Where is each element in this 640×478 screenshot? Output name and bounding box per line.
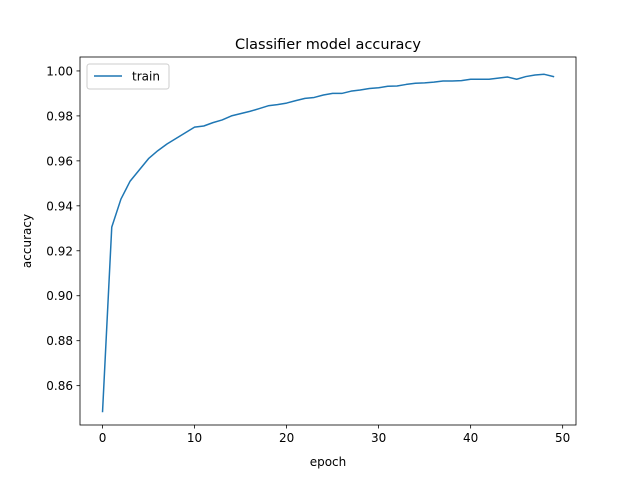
legend: train [86, 63, 170, 90]
x-tick-label: 20 [279, 431, 294, 445]
y-tick-label: 0.98 [46, 109, 73, 123]
y-tick-label: 0.96 [46, 154, 73, 168]
y-tick-label: 1.00 [46, 64, 73, 78]
legend-frame [86, 63, 170, 90]
y-tick-label: 0.94 [46, 199, 73, 213]
axes-background [80, 57, 576, 425]
y-tick-label: 0.90 [46, 289, 73, 303]
y-tick-label: 0.86 [46, 379, 73, 393]
plot-area: 0 10 20 30 40 50 0.86 0.88 0.90 0.92 0.94 0.96 0.98… [46, 56, 577, 445]
x-axis-ticks: 0 10 20 30 40 50 [99, 425, 570, 445]
x-tick-label: 0 [99, 431, 107, 445]
series-lines [101, 73, 555, 413]
legend-label: train [132, 70, 160, 84]
chart-title: Classifier model accuracy [235, 37, 421, 53]
y-tick-label: 0.92 [46, 244, 73, 258]
series-line-train [101, 73, 555, 413]
axes-frame [79, 56, 577, 426]
x-tick-label: 30 [371, 431, 386, 445]
x-tick-label: 50 [555, 431, 570, 445]
x-tick-label: 10 [187, 431, 202, 445]
x-axis-label: epoch [310, 455, 347, 469]
y-tick-label: 0.88 [46, 334, 73, 348]
y-axis-label: accuracy [20, 214, 34, 268]
y-axis-ticks: 0.86 0.88 0.90 0.92 0.94 0.96 0.98 1.00 [46, 64, 80, 393]
x-tick-label: 40 [463, 431, 478, 445]
